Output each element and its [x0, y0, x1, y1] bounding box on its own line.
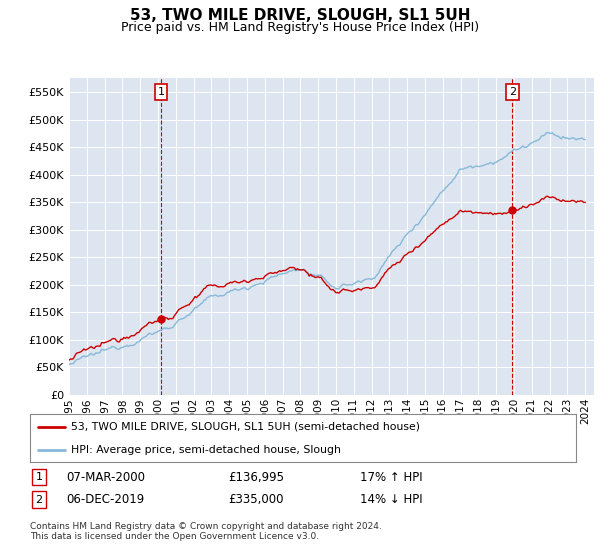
Text: 2: 2 — [509, 87, 516, 97]
Text: 06-DEC-2019: 06-DEC-2019 — [66, 493, 144, 506]
Text: 1: 1 — [35, 472, 43, 482]
Text: 17% ↑ HPI: 17% ↑ HPI — [360, 470, 422, 484]
Text: Price paid vs. HM Land Registry's House Price Index (HPI): Price paid vs. HM Land Registry's House … — [121, 21, 479, 34]
Text: HPI: Average price, semi-detached house, Slough: HPI: Average price, semi-detached house,… — [71, 445, 341, 455]
Text: 1: 1 — [157, 87, 164, 97]
Text: £335,000: £335,000 — [228, 493, 284, 506]
Text: Contains HM Land Registry data © Crown copyright and database right 2024.
This d: Contains HM Land Registry data © Crown c… — [30, 522, 382, 542]
Text: 53, TWO MILE DRIVE, SLOUGH, SL1 5UH: 53, TWO MILE DRIVE, SLOUGH, SL1 5UH — [130, 8, 470, 24]
Text: 53, TWO MILE DRIVE, SLOUGH, SL1 5UH (semi-detached house): 53, TWO MILE DRIVE, SLOUGH, SL1 5UH (sem… — [71, 422, 420, 432]
Text: 2: 2 — [35, 494, 43, 505]
Text: 07-MAR-2000: 07-MAR-2000 — [66, 470, 145, 484]
Text: 14% ↓ HPI: 14% ↓ HPI — [360, 493, 422, 506]
Text: £136,995: £136,995 — [228, 470, 284, 484]
